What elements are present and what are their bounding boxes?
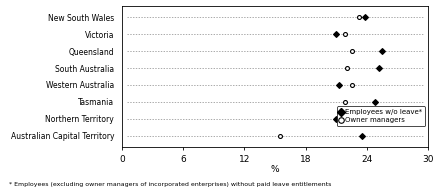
Point (378, 50, 385, 53)
Point (371, 100, 378, 103)
Legend: Employees w/o leave*, Owner managers: Employees w/o leave*, Owner managers (336, 106, 424, 126)
Point (358, 134, 365, 137)
X-axis label: %: % (270, 165, 279, 174)
Text: * Employees (excluding owner managers of incorporated enterprises) without paid : * Employees (excluding owner managers of… (9, 182, 330, 187)
Point (340, 33, 347, 36)
Point (348, 50, 355, 53)
Point (340, 100, 347, 103)
Point (332, 117, 339, 120)
Point (334, 117, 341, 120)
Point (334, 84, 341, 87)
Point (332, 33, 339, 36)
Point (375, 67, 382, 70)
Point (342, 67, 349, 70)
Point (348, 84, 355, 87)
Point (276, 134, 283, 137)
Point (361, 16, 368, 19)
Point (355, 16, 362, 19)
